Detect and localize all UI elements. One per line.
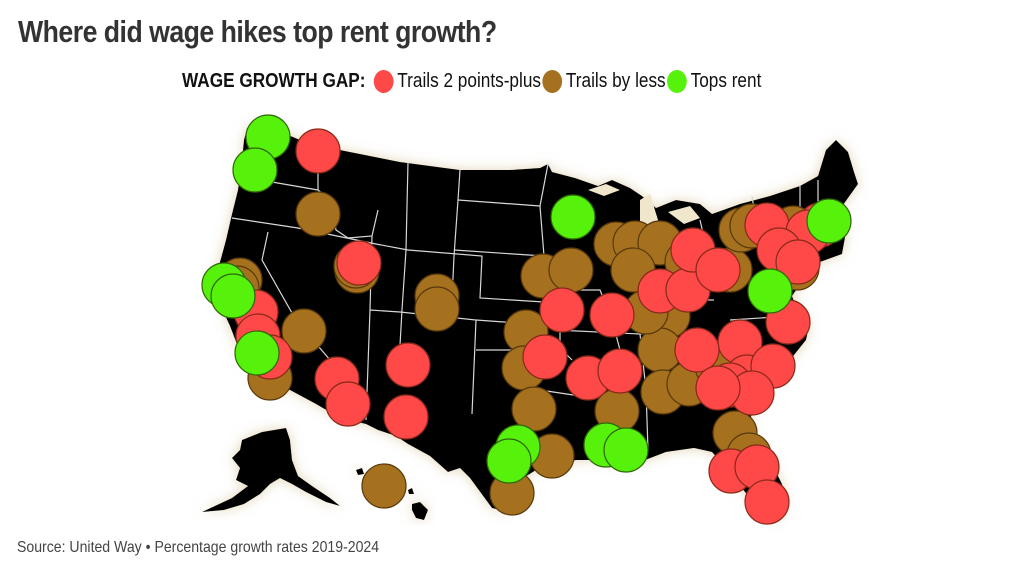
- legend-title: WAGE GROWTH GAP:: [182, 69, 366, 92]
- green-metro-circle: [234, 330, 280, 376]
- brown-metro-circle: [281, 308, 327, 354]
- hawaii-shape: [356, 468, 428, 520]
- legend-label: Tops rent: [690, 69, 762, 92]
- red-metro-circle: [325, 381, 371, 427]
- green-metro-circle: [486, 438, 532, 484]
- red-metro-circle: [597, 348, 643, 394]
- legend-item-trails-less: Trails by less: [542, 69, 666, 93]
- brown-metro-circle: [361, 463, 407, 509]
- page-title: Where did wage hikes top rent growth?: [18, 14, 497, 49]
- green-metro-circle: [550, 194, 596, 240]
- red-metro-circle: [775, 239, 821, 285]
- green-metro-circle: [232, 147, 278, 193]
- red-metro-circle: [744, 479, 790, 525]
- red-metro-circle: [383, 394, 429, 440]
- brown-circle-icon: [542, 69, 563, 93]
- legend-item-trails-2-plus: Trails 2 points-plus: [374, 69, 541, 93]
- green-metro-circle: [806, 198, 852, 244]
- legend-item-tops-rent: Tops rent: [667, 69, 762, 93]
- red-metro-circle: [695, 365, 741, 411]
- brown-metro-circle: [414, 286, 460, 332]
- red-metro-circle: [674, 327, 720, 373]
- red-metro-circle: [589, 292, 635, 338]
- green-metro-circle: [603, 427, 649, 473]
- red-metro-circle: [385, 342, 431, 388]
- legend: WAGE GROWTH GAP: Trails 2 points-plus Tr…: [182, 66, 763, 96]
- brown-metro-circle: [511, 386, 557, 432]
- red-metro-circle: [295, 128, 341, 174]
- green-metro-circle: [747, 268, 793, 314]
- green-circle-icon: [667, 69, 688, 93]
- red-metro-circle: [336, 240, 382, 286]
- metro-circles: [201, 114, 852, 525]
- red-metro-circle: [522, 334, 568, 380]
- source-note: Source: United Way • Percentage growth r…: [17, 539, 380, 556]
- red-circle-icon: [374, 69, 394, 93]
- brown-metro-circle: [295, 191, 341, 237]
- alaska-shape: [202, 428, 340, 512]
- legend-label: Trails by less: [565, 69, 666, 92]
- red-metro-circle: [695, 247, 741, 293]
- green-metro-circle: [210, 273, 256, 319]
- brown-metro-circle: [548, 247, 594, 293]
- red-metro-circle: [539, 287, 585, 333]
- legend-label: Trails 2 points-plus: [397, 69, 541, 92]
